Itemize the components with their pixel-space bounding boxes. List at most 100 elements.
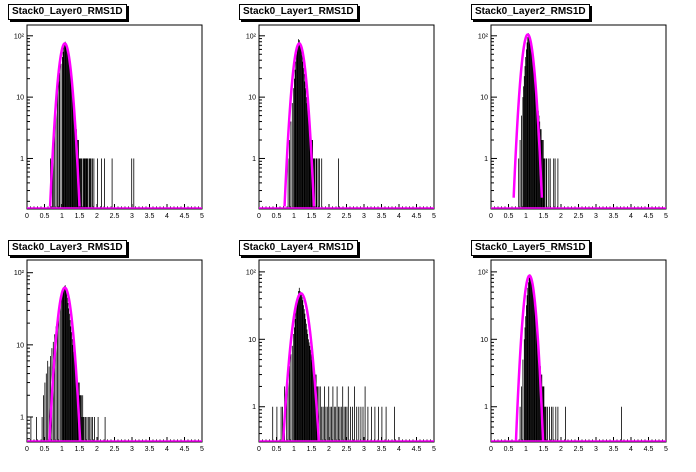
x-tick-label-5-0: 0 <box>489 446 493 453</box>
histogram-bin <box>310 349 311 442</box>
histogram-bin <box>350 406 351 442</box>
histogram-bin <box>536 333 538 442</box>
histogram-bin <box>73 356 75 442</box>
histogram-bin <box>69 63 70 209</box>
x-tick-label-5-10: 5 <box>664 446 668 453</box>
histogram-bin <box>305 323 307 442</box>
x-tick-label-3-1: 0.5 <box>40 446 50 453</box>
pad-title-2: Stack0_Layer2_RMS1D <box>471 4 590 20</box>
histogram-bin <box>287 158 289 209</box>
histogram-bin <box>73 115 75 209</box>
x-tick-label-3-3: 1.5 <box>75 446 85 453</box>
histogram-bin <box>64 41 66 209</box>
y-tick-label-4-1: 10 <box>248 337 256 344</box>
histogram-bin <box>87 158 88 209</box>
histogram-bin <box>70 326 72 442</box>
histogram-bin <box>312 366 314 442</box>
histogram-bin <box>312 359 313 442</box>
histogram-bin <box>546 158 548 209</box>
histogram-bin <box>59 303 61 442</box>
histogram-bin <box>296 54 297 210</box>
histogram-bin <box>378 406 379 442</box>
histogram-bin <box>367 406 369 442</box>
x-tick-label-4-0: 0 <box>257 446 261 453</box>
histogram-bin <box>364 386 366 442</box>
histogram-bin <box>549 158 551 209</box>
x-tick-label-2-0: 0 <box>489 213 493 220</box>
histogram-bin <box>30 416 32 442</box>
histogram-bin <box>545 406 547 442</box>
y-tick-label-3-0: 1 <box>20 414 24 421</box>
histogram-bin <box>301 297 303 442</box>
histogram-bin <box>329 406 331 442</box>
histogram-bin <box>298 287 300 442</box>
histogram-bin <box>356 406 358 442</box>
histogram-bin <box>59 72 60 209</box>
histogram-bin <box>302 300 304 442</box>
histogram-bin <box>314 158 316 209</box>
histogram-bin <box>76 366 77 442</box>
histogram-bin <box>67 303 69 442</box>
histogram-bin <box>529 274 531 442</box>
histogram-bin <box>535 92 537 209</box>
x-tick-label-1-8: 4 <box>397 213 401 220</box>
x-tick-label-2-10: 5 <box>664 213 668 220</box>
histogram-bin <box>97 158 98 209</box>
histogram-bin <box>71 332 72 442</box>
histogram-bin <box>523 76 525 209</box>
gaussian-fit-curve <box>48 42 81 207</box>
histogram-bin <box>57 320 58 442</box>
histogram-bin <box>526 305 527 442</box>
histogram-bin <box>304 81 306 209</box>
histogram-bin <box>533 61 534 210</box>
histogram-bin <box>81 416 83 442</box>
histogram-bin <box>306 329 308 442</box>
x-tick-label-2-3: 1.5 <box>539 213 549 220</box>
x-tick-label-1-10: 5 <box>432 213 436 220</box>
histogram-bin <box>301 55 303 209</box>
x-tick-label-5-1: 0.5 <box>504 446 514 453</box>
histogram-bin <box>535 325 537 442</box>
histogram-bin <box>41 416 43 442</box>
histogram-bin <box>79 158 81 209</box>
histogram-bin <box>69 69 71 209</box>
histogram-bin <box>352 406 353 442</box>
histogram-bin <box>528 282 529 442</box>
histogram-bin <box>544 158 545 209</box>
histogram-bin <box>304 313 306 442</box>
histogram-bin <box>537 349 539 442</box>
histogram-bin <box>66 45 67 209</box>
pad-title-1: Stack0_Layer1_RMS1D <box>239 4 358 20</box>
histogram-bin <box>524 327 526 442</box>
histogram-bin <box>309 345 311 442</box>
histogram-bin <box>340 406 342 442</box>
histogram-bin <box>548 158 550 209</box>
histogram-bin <box>374 406 376 442</box>
histogram-bin <box>549 406 550 442</box>
histogram-bin <box>319 158 320 209</box>
histogram-bin <box>44 382 46 442</box>
x-tick-label-1-9: 4.5 <box>412 213 422 220</box>
x-tick-label-3-4: 2 <box>95 446 99 453</box>
histogram-bin <box>308 115 309 209</box>
histogram-bin <box>36 416 37 442</box>
histogram-bin <box>360 406 362 442</box>
histogram-bin <box>75 366 77 442</box>
histogram-bin <box>54 334 56 442</box>
histogram-bin <box>533 293 534 442</box>
x-tick-label-0-6: 3 <box>130 213 134 220</box>
histogram-bin <box>545 158 547 209</box>
histogram-bin <box>296 48 298 210</box>
histogram-bin <box>305 319 306 442</box>
x-tick-label-3-2: 1 <box>60 446 64 453</box>
histogram-bin <box>297 295 299 442</box>
histogram-bin <box>298 291 299 442</box>
x-tick-label-4-10: 5 <box>432 446 436 453</box>
x-tick-label-5-7: 3.5 <box>609 446 619 453</box>
histogram-bin <box>308 339 309 442</box>
histogram-bin <box>318 386 320 442</box>
histogram-bin <box>75 129 77 209</box>
histogram-bin <box>289 140 290 209</box>
histogram-bin <box>62 289 64 442</box>
histogram-bin <box>290 121 292 209</box>
